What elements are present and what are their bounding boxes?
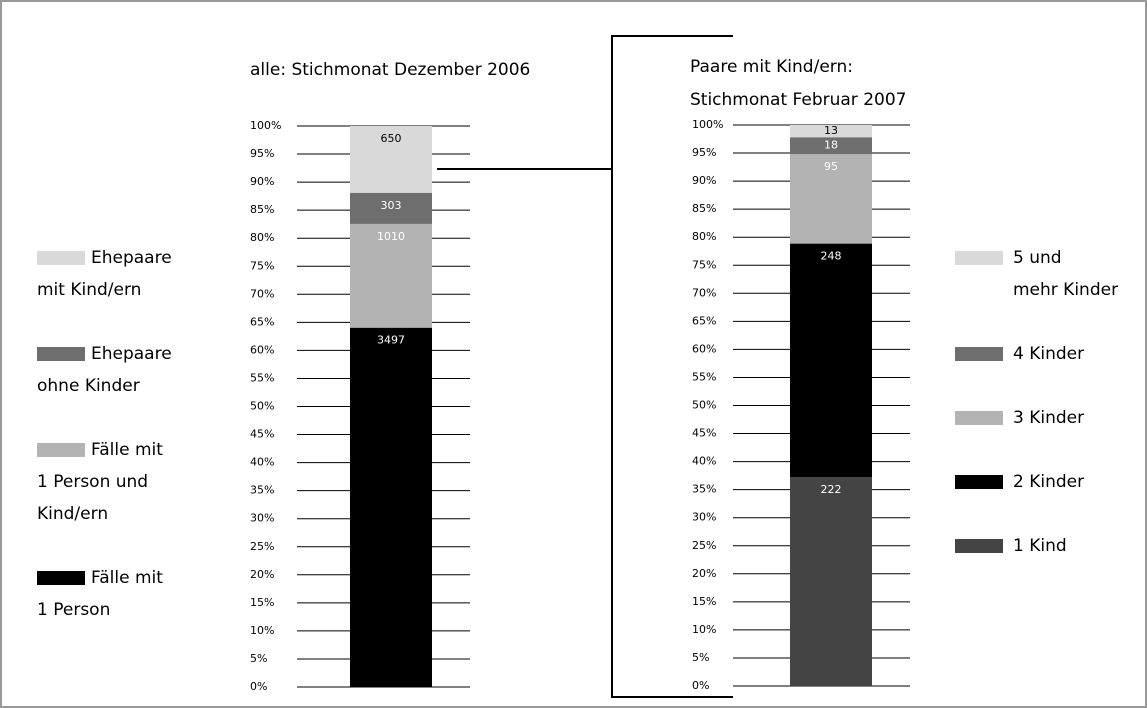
data-label: 650 (381, 132, 402, 145)
y-tick-label: 50% (250, 400, 274, 413)
y-tick-label: 45% (692, 427, 716, 440)
chart-title: Stichmonat Februar 2007 (690, 90, 906, 110)
y-tick-label: 40% (692, 455, 716, 468)
y-tick-label: 70% (250, 287, 274, 300)
y-tick-label: 80% (250, 231, 274, 244)
y-tick-label: 45% (250, 428, 274, 441)
data-label: 95 (824, 160, 838, 173)
y-tick-label: 5% (692, 651, 709, 664)
y-tick-label: 100% (692, 118, 723, 131)
legend-swatch (955, 475, 1003, 489)
y-tick-label: 70% (692, 286, 716, 299)
y-tick-label: 85% (692, 202, 716, 215)
legend-swatch (37, 443, 85, 457)
y-tick-label: 0% (250, 680, 267, 693)
data-label: 18 (824, 139, 838, 152)
legend-label: ohne Kinder (37, 376, 140, 396)
data-label: 248 (821, 250, 842, 263)
data-label: 303 (381, 199, 402, 212)
y-tick-label: 55% (692, 370, 716, 383)
legend-swatch (37, 251, 85, 265)
legend-label: Fälle mit (91, 440, 163, 460)
bar-segment (790, 137, 872, 155)
legend-label: mehr Kinder (1013, 280, 1118, 300)
data-label: 13 (824, 124, 838, 137)
y-tick-label: 90% (692, 174, 716, 187)
bar-segment (790, 477, 872, 686)
bar-segment (350, 327, 432, 687)
y-tick-label: 85% (250, 203, 274, 216)
bar-segment (350, 192, 432, 224)
legend-label: Ehepaare (91, 248, 172, 268)
legend-swatch (955, 251, 1003, 265)
legend-label: Kind/ern (37, 504, 108, 524)
legend-swatch (955, 347, 1003, 361)
y-tick-label: 95% (692, 146, 716, 159)
bracket (437, 35, 733, 698)
legend-label: mit Kind/ern (37, 280, 141, 300)
y-tick-label: 5% (250, 652, 267, 665)
legend-label: 5 und (1013, 248, 1062, 268)
y-tick-label: 90% (250, 175, 274, 188)
data-label: 222 (821, 483, 842, 496)
data-label: 1010 (377, 230, 405, 243)
legend-swatch (37, 571, 85, 585)
data-label: 3497 (377, 334, 405, 347)
y-tick-label: 10% (250, 624, 274, 637)
legend-label: 1 Person und (37, 472, 148, 492)
y-tick-label: 75% (692, 258, 716, 271)
y-tick-label: 20% (692, 567, 716, 580)
y-tick-label: 0% (692, 679, 709, 692)
y-tick-label: 65% (692, 314, 716, 327)
y-tick-label: 95% (250, 147, 274, 160)
legend-label: 3 Kinder (1013, 408, 1084, 428)
y-tick-label: 20% (250, 568, 274, 581)
legend-label: 4 Kinder (1013, 344, 1084, 364)
bar-segment (790, 154, 872, 244)
chart-title: Paare mit Kind/ern: (690, 57, 853, 77)
legend-label: 1 Kind (1013, 536, 1067, 556)
bar-segment (350, 223, 432, 328)
y-tick-label: 55% (250, 371, 274, 384)
y-tick-label: 15% (250, 596, 274, 609)
y-tick-label: 25% (250, 540, 274, 553)
y-tick-label: 25% (692, 539, 716, 552)
legend-swatch (955, 539, 1003, 553)
bar-segment (350, 126, 432, 193)
y-tick-label: 80% (692, 230, 716, 243)
legend-swatch (37, 347, 85, 361)
y-tick-label: 15% (692, 595, 716, 608)
y-tick-label: 60% (692, 342, 716, 355)
legend-swatch (955, 411, 1003, 425)
bar-segment (790, 243, 872, 478)
y-tick-label: 60% (250, 343, 274, 356)
bar-segment (790, 125, 872, 138)
y-tick-label: 75% (250, 259, 274, 272)
y-tick-label: 100% (250, 119, 281, 132)
y-tick-label: 35% (250, 484, 274, 497)
y-tick-label: 30% (250, 512, 274, 525)
y-tick-label: 40% (250, 456, 274, 469)
legend-label: 2 Kinder (1013, 472, 1084, 492)
y-tick-label: 65% (250, 315, 274, 328)
y-tick-label: 30% (692, 511, 716, 524)
legend-label: Ehepaare (91, 344, 172, 364)
y-tick-label: 50% (692, 399, 716, 412)
y-tick-label: 35% (692, 483, 716, 496)
legend-label: Fälle mit (91, 568, 163, 588)
chart-title: alle: Stichmonat Dezember 2006 (250, 60, 530, 80)
legend-label: 1 Person (37, 600, 110, 620)
y-tick-label: 10% (692, 623, 716, 636)
